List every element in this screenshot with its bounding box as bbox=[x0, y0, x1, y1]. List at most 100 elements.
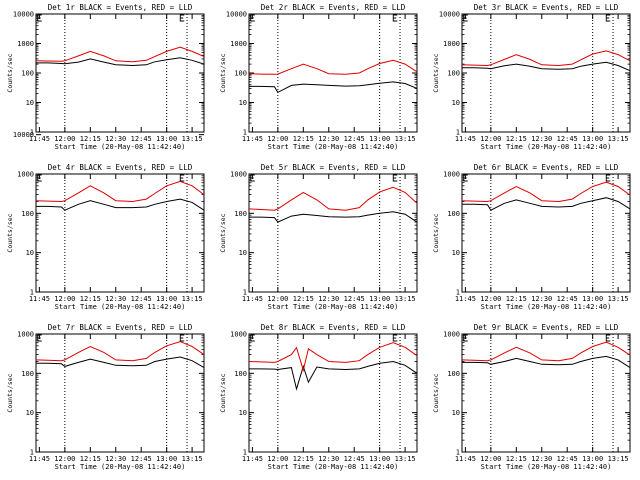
chart-panel-9: Det 9r BLACK = Events, RED = LLD 1 10 100 10… bbox=[432, 323, 631, 471]
x-tick-label: 12:45 bbox=[344, 295, 365, 303]
x-tick-label: 12:45 bbox=[131, 135, 152, 143]
y-tick-label: 10000 bbox=[13, 131, 34, 139]
chart-title: Det 2r BLACK = Events, RED = LLD bbox=[261, 3, 406, 12]
series-line-events bbox=[249, 360, 418, 391]
event-marker-icon bbox=[392, 14, 398, 22]
y-tick-label: 1000 bbox=[443, 40, 460, 48]
x-tick-label: 12:30 bbox=[531, 135, 552, 143]
x-tick-label: 13:00 bbox=[369, 455, 390, 463]
x-tick-label: 12:15 bbox=[293, 455, 314, 463]
y-tick-label: 1000 bbox=[17, 171, 34, 179]
y-tick-label: 100 bbox=[234, 210, 247, 218]
chart-title: Det 5r BLACK = Events, RED = LLD bbox=[261, 163, 406, 172]
event-marker-icon bbox=[392, 174, 398, 182]
x-tick-label: 13:15 bbox=[608, 455, 629, 463]
y-tick-label: 1 bbox=[456, 449, 460, 457]
y-tick-label: 1000 bbox=[17, 331, 34, 339]
x-tick-label: 12:30 bbox=[531, 295, 552, 303]
x-axis-label: Start Time (20-May-08 11:42:40) bbox=[268, 303, 399, 311]
x-tick-label: 12:00 bbox=[480, 455, 501, 463]
y-tick-label: 1 bbox=[243, 289, 247, 297]
event-marker-icon bbox=[37, 14, 42, 22]
x-axis-label: Start Time (20-May-08 11:42:40) bbox=[268, 143, 399, 151]
series-line-lld bbox=[35, 180, 205, 203]
y-tick-label: 10 bbox=[239, 99, 247, 107]
event-marker-icon bbox=[250, 14, 255, 22]
chart-title: Det 6r BLACK = Events, RED = LLD bbox=[474, 163, 619, 172]
x-tick-label: 12:15 bbox=[506, 135, 527, 143]
x-tick-label: 13:00 bbox=[156, 455, 177, 463]
event-marker-icon bbox=[37, 334, 42, 342]
x-tick-label: 13:15 bbox=[395, 295, 416, 303]
event-marker-icon bbox=[605, 14, 611, 22]
event-marker-icon bbox=[179, 334, 185, 342]
x-tick-label: 13:00 bbox=[156, 135, 177, 143]
y-tick-label: 10 bbox=[26, 99, 34, 107]
event-marker-icon bbox=[463, 14, 468, 22]
y-tick-label: 100 bbox=[447, 210, 460, 218]
x-tick-label: 12:15 bbox=[80, 295, 101, 303]
x-tick-label: 12:00 bbox=[54, 135, 75, 143]
x-tick-label: 13:15 bbox=[182, 135, 203, 143]
x-axis-label: Start Time (20-May-08 11:42:40) bbox=[481, 303, 612, 311]
x-tick-label: 13:00 bbox=[582, 455, 603, 463]
x-tick-label: 13:00 bbox=[582, 135, 603, 143]
x-tick-label: 13:15 bbox=[608, 135, 629, 143]
chart-title: Det 9r BLACK = Events, RED = LLD bbox=[474, 323, 619, 332]
x-tick-label: 12:00 bbox=[54, 455, 75, 463]
chart-panel-6: Det 6r BLACK = Events, RED = LLD 1 10 100 10… bbox=[432, 163, 631, 311]
event-marker-icon bbox=[179, 174, 185, 182]
event-marker-icon bbox=[37, 174, 42, 182]
y-axis-label: Counts/sec bbox=[219, 213, 227, 252]
x-axis-label: Start Time (20-May-08 11:42:40) bbox=[55, 143, 186, 151]
x-tick-label: 12:15 bbox=[293, 295, 314, 303]
chart-title: Det 8r BLACK = Events, RED = LLD bbox=[261, 323, 406, 332]
x-tick-label: 12:00 bbox=[480, 135, 501, 143]
y-tick-label: 100 bbox=[21, 70, 34, 78]
series-line-events bbox=[249, 211, 418, 223]
x-axis-label: Start Time (20-May-08 11:42:40) bbox=[55, 463, 186, 471]
x-tick-label: 12:00 bbox=[480, 295, 501, 303]
event-marker-icon bbox=[250, 174, 255, 182]
series-line-lld bbox=[248, 59, 418, 75]
y-tick-label: 1000 bbox=[230, 331, 247, 339]
plot-frame bbox=[248, 13, 418, 133]
plot-frame bbox=[35, 173, 205, 293]
y-tick-label: 1000 bbox=[230, 40, 247, 48]
x-tick-label: 11:45 bbox=[455, 455, 476, 463]
y-tick-label: 10 bbox=[239, 409, 247, 417]
x-tick-label: 11:45 bbox=[242, 295, 263, 303]
chart-title: Det 4r BLACK = Events, RED = LLD bbox=[48, 163, 193, 172]
series-line-events bbox=[462, 61, 631, 72]
chart-panel-1: Det 1r BLACK = Events, RED = LLD 1 10 100 10… bbox=[6, 3, 205, 151]
x-tick-label: 12:30 bbox=[531, 455, 552, 463]
y-tick-label: 1 bbox=[30, 129, 34, 137]
x-tick-label: 13:00 bbox=[369, 135, 390, 143]
plot-frame bbox=[461, 173, 631, 293]
x-tick-label: 11:45 bbox=[455, 295, 476, 303]
y-axis-label: Counts/sec bbox=[432, 213, 440, 252]
y-tick-label: 1 bbox=[456, 289, 460, 297]
y-tick-label: 100 bbox=[234, 70, 247, 78]
series-line-lld bbox=[35, 46, 205, 63]
x-tick-label: 13:15 bbox=[182, 455, 203, 463]
x-tick-label: 12:30 bbox=[105, 295, 126, 303]
y-tick-label: 1 bbox=[243, 129, 247, 137]
x-tick-label: 12:30 bbox=[318, 295, 339, 303]
x-tick-label: 11:45 bbox=[242, 135, 263, 143]
series-line-lld bbox=[248, 342, 418, 373]
y-tick-label: 1 bbox=[243, 449, 247, 457]
series-line-events bbox=[36, 356, 205, 369]
series-line-events bbox=[36, 198, 205, 211]
x-tick-label: 11:45 bbox=[29, 135, 50, 143]
series-line-lld bbox=[461, 341, 631, 362]
x-tick-label: 11:45 bbox=[29, 295, 50, 303]
x-tick-label: 12:45 bbox=[131, 455, 152, 463]
y-axis-label: Counts/sec bbox=[219, 373, 227, 412]
y-axis-label: Counts/sec bbox=[6, 213, 14, 252]
series-line-events bbox=[249, 81, 418, 94]
y-tick-label: 1 bbox=[456, 129, 460, 137]
x-tick-label: 12:15 bbox=[80, 455, 101, 463]
x-tick-label: 11:45 bbox=[242, 455, 263, 463]
x-tick-label: 12:30 bbox=[318, 135, 339, 143]
